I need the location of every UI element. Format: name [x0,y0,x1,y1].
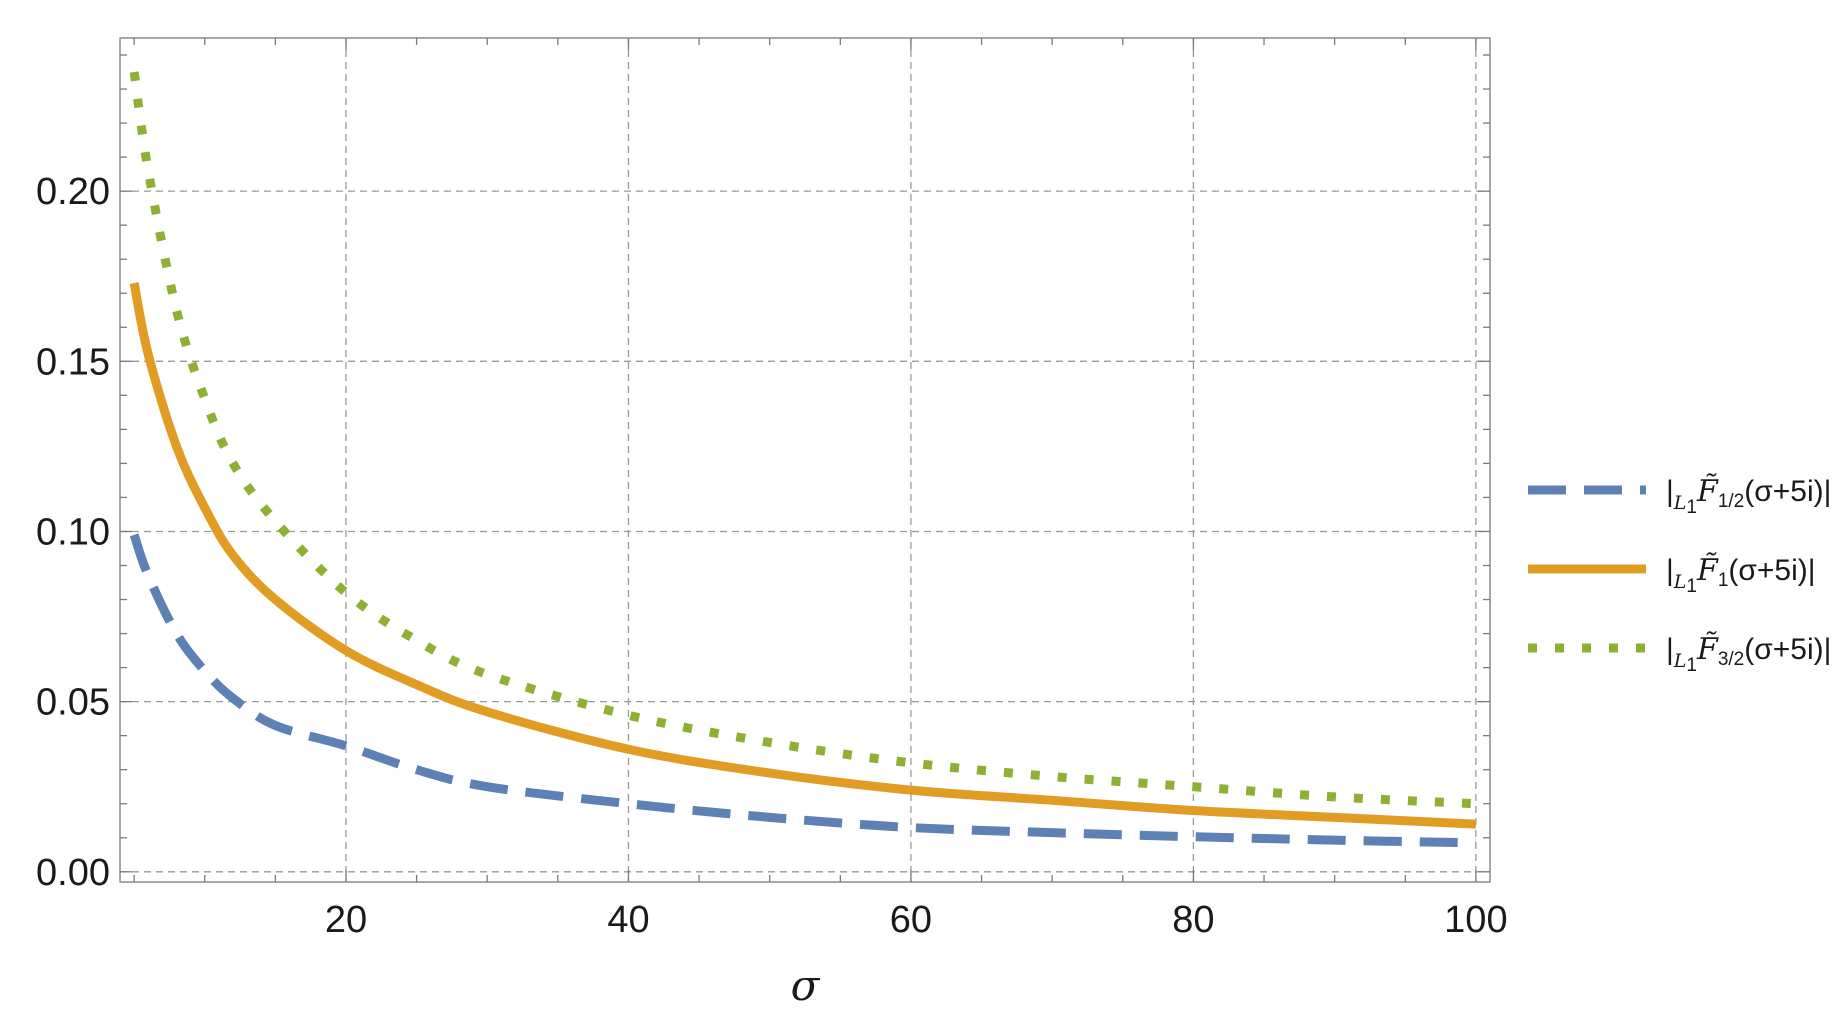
series-line-2 [129,282,1477,829]
plot-border [119,37,1491,883]
series-lines [129,71,1477,848]
legend-label: |L1F̃3/2(σ+5i)| [1666,632,1831,676]
grid [120,38,1490,882]
series-line-1 [129,533,1476,848]
y-tick-label: 0.00 [36,852,110,894]
x-tick-label: 100 [1444,899,1507,941]
x-tick-label: 60 [890,899,932,941]
x-tick-label: 20 [325,899,367,941]
legend-item-3: |L1F̃3/2(σ+5i)| [1528,632,1831,676]
x-tick-label: 80 [1172,899,1214,941]
legend-label: |L1F̃1(σ+5i)| [1666,553,1816,597]
y-tick-label: 0.15 [36,341,110,383]
y-tick-label: 0.10 [36,511,110,553]
legend-item-2: |L1F̃1(σ+5i)| [1528,553,1816,597]
axis-ticks: 20 40 60 80 100 0.00 0.05 0.10 0.15 0.20 [36,38,1508,941]
series-line-3 [129,71,1477,809]
y-tick-label: 0.05 [36,682,110,724]
legend-label: |L1F̃1/2(σ+5i)| [1666,474,1831,518]
x-axis-title: σ [791,961,821,1010]
y-tick-label: 0.20 [36,171,110,213]
legend-item-1: |L1F̃1/2(σ+5i)| [1528,474,1831,518]
plot-frame [119,37,1491,883]
x-tick-label: 40 [607,899,649,941]
legend: |L1F̃1/2(σ+5i)| |L1F̃1(σ+5i)| |L1F̃3/2(σ+5… [1528,474,1831,676]
